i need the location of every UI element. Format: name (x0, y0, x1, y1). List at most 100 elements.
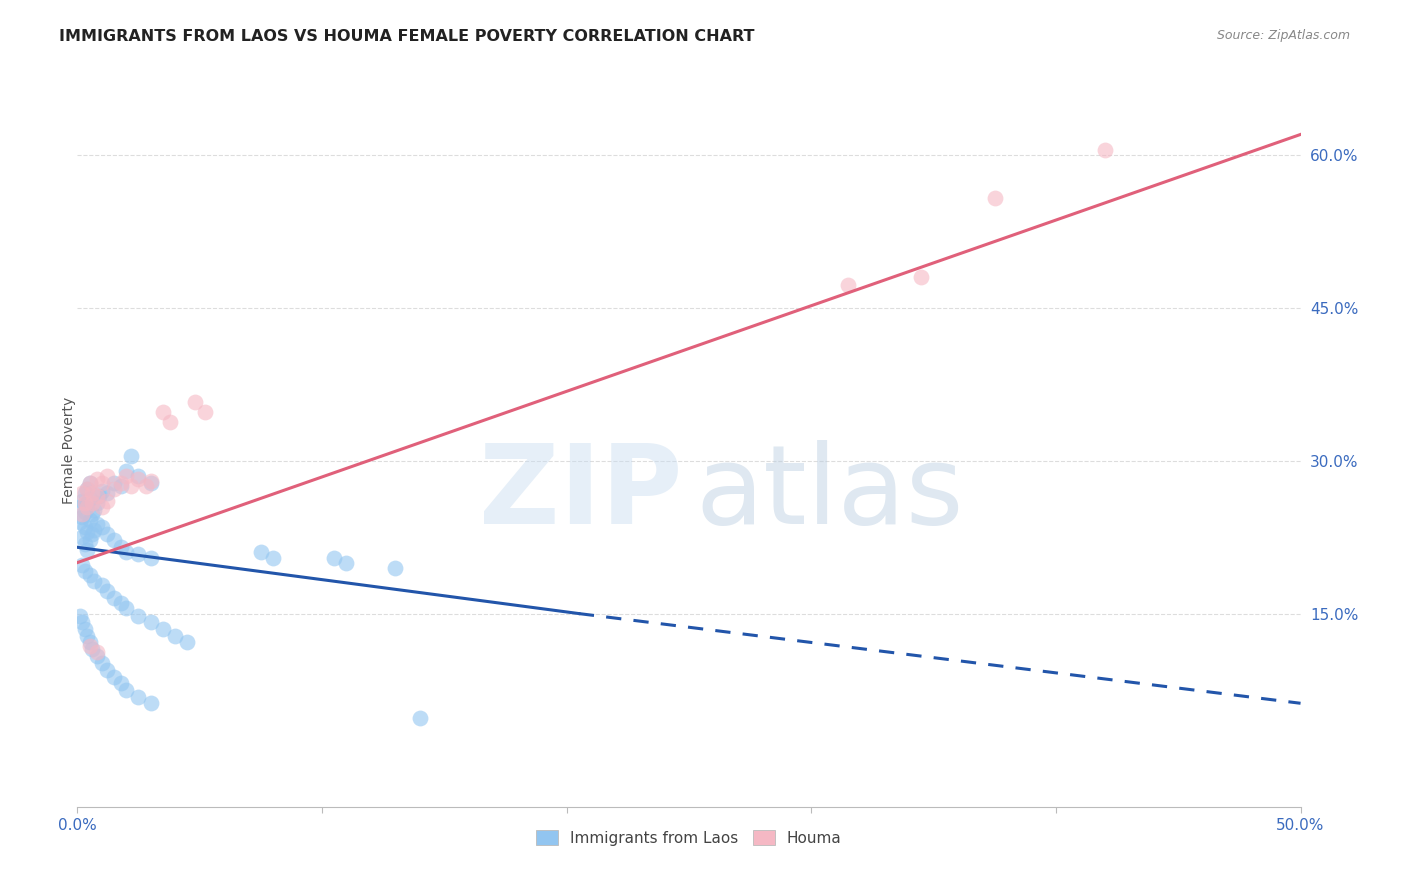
Text: ZIP: ZIP (479, 440, 683, 547)
Point (86, 645, 108, 659)
Point (1094, 143, 1116, 157)
Point (90, 656, 112, 670)
Point (73, 537, 96, 551)
Point (120, 479, 142, 493)
Point (139, 476, 162, 491)
Point (79, 476, 101, 491)
Point (79, 639, 101, 653)
Point (165, 629, 187, 643)
Point (135, 479, 157, 493)
Point (409, 710, 432, 724)
Point (86, 516, 108, 531)
Point (115, 683, 138, 698)
Text: Source: ZipAtlas.com: Source: ZipAtlas.com (1216, 29, 1350, 42)
Point (70, 507, 93, 521)
Point (910, 270, 932, 285)
Point (115, 601, 138, 615)
Text: atlas: atlas (695, 440, 963, 547)
Point (79, 513, 101, 527)
Point (86, 489, 108, 503)
Point (90, 578, 112, 592)
Point (115, 469, 138, 483)
Point (83, 502, 105, 516)
Legend: Immigrants from Laos, Houma: Immigrants from Laos, Houma (529, 822, 849, 853)
Point (159, 415, 181, 429)
Point (86, 496, 108, 510)
Point (73, 622, 96, 636)
Point (69, 500, 91, 514)
Point (110, 476, 132, 491)
Point (76, 482, 98, 496)
Point (70, 558, 93, 572)
Point (70, 494, 93, 508)
Point (250, 545, 273, 559)
Point (139, 615, 162, 629)
Point (70, 615, 93, 629)
Point (103, 591, 125, 606)
Point (69, 515, 91, 529)
Point (76, 543, 98, 558)
Point (73, 520, 96, 534)
Point (83, 523, 105, 537)
Text: IMMIGRANTS FROM LAOS VS HOUMA FEMALE POVERTY CORRELATION CHART: IMMIGRANTS FROM LAOS VS HOUMA FEMALE POV… (59, 29, 755, 44)
Point (103, 533, 125, 548)
Point (96, 469, 118, 483)
Point (76, 500, 98, 514)
Point (83, 574, 105, 588)
Point (262, 550, 284, 565)
Point (76, 482, 98, 496)
Point (152, 622, 174, 636)
Point (984, 191, 1007, 205)
Point (837, 278, 859, 293)
Point (127, 472, 149, 486)
Point (127, 608, 149, 623)
Point (73, 564, 96, 578)
Point (89, 489, 111, 503)
Point (79, 476, 101, 491)
Point (96, 527, 118, 541)
Point (103, 476, 125, 491)
Point (103, 670, 125, 684)
Point (115, 464, 138, 478)
Point (96, 494, 118, 508)
Point (384, 560, 406, 574)
Point (139, 550, 162, 565)
Point (73, 486, 96, 500)
Point (76, 496, 98, 510)
Point (103, 482, 125, 496)
Point (335, 556, 357, 570)
Point (70, 486, 93, 500)
Point (127, 548, 149, 562)
Point (79, 533, 101, 548)
Point (323, 550, 346, 565)
Point (193, 405, 215, 419)
Point (76, 524, 98, 539)
Point (139, 474, 162, 488)
Point (70, 530, 93, 544)
Point (79, 635, 101, 649)
Point (152, 405, 174, 419)
Point (139, 696, 162, 710)
Point (80, 507, 103, 521)
Point (80, 642, 103, 657)
Point (110, 676, 132, 690)
Point (79, 567, 101, 582)
Point (90, 500, 112, 514)
Point (80, 496, 103, 510)
Point (80, 486, 103, 500)
Point (90, 476, 112, 491)
Point (73, 496, 96, 510)
Point (127, 469, 149, 483)
Point (86, 472, 108, 486)
Point (184, 394, 207, 409)
Y-axis label: Female Poverty: Female Poverty (62, 397, 76, 504)
Point (73, 505, 96, 519)
Point (86, 649, 108, 664)
Point (115, 545, 138, 559)
Point (80, 527, 103, 541)
Point (90, 520, 112, 534)
Point (69, 608, 91, 623)
Point (90, 484, 112, 499)
Point (127, 690, 149, 705)
Point (110, 479, 132, 493)
